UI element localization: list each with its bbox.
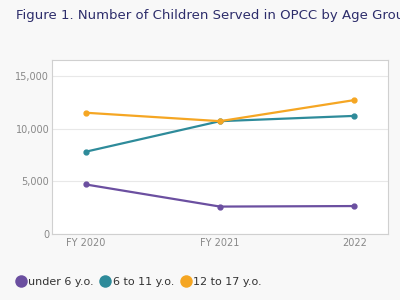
- Text: Figure 1. Number of Children Served in OPCC by Age Group: Figure 1. Number of Children Served in O…: [16, 9, 400, 22]
- Legend: under 6 y.o., 6 to 11 y.o., 12 to 17 y.o.: under 6 y.o., 6 to 11 y.o., 12 to 17 y.o…: [14, 273, 266, 291]
- 12 to 17 y.o.: [83, 111, 88, 115]
- 6 to 11 y.o.: [352, 114, 357, 118]
- 12 to 17 y.o.: [218, 119, 222, 123]
- 6 to 11 y.o.: [218, 119, 222, 123]
- under 6 y.o.: [352, 204, 357, 208]
- Line: under 6 y.o.: under 6 y.o.: [83, 182, 357, 209]
- 12 to 17 y.o.: [352, 98, 357, 102]
- Line: 12 to 17 y.o.: 12 to 17 y.o.: [83, 98, 357, 124]
- Line: 6 to 11 y.o.: 6 to 11 y.o.: [83, 113, 357, 154]
- under 6 y.o.: [83, 183, 88, 186]
- 6 to 11 y.o.: [83, 150, 88, 154]
- under 6 y.o.: [218, 205, 222, 208]
